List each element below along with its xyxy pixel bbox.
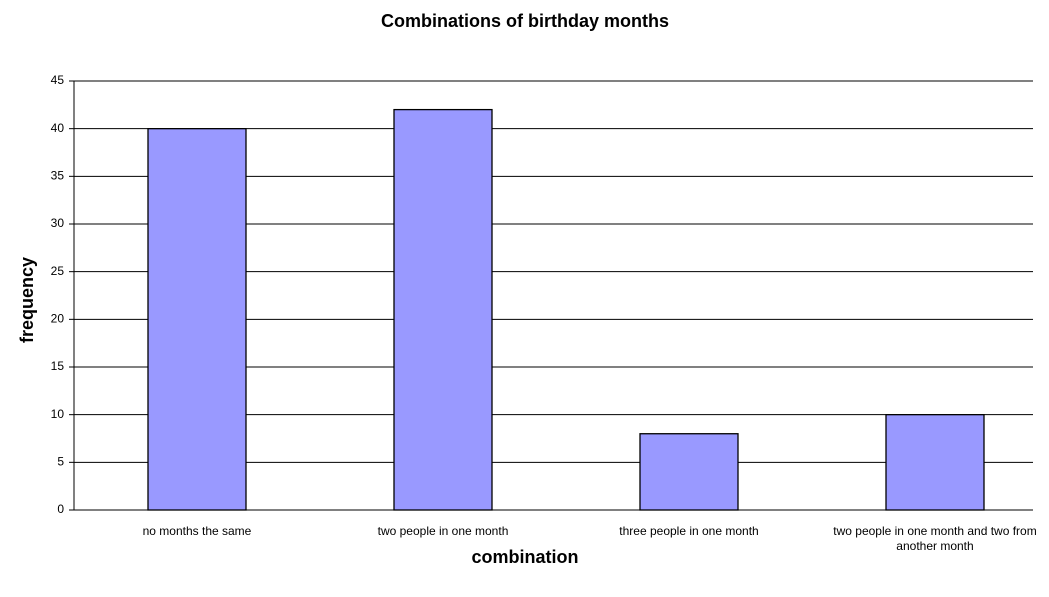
x-tick-label: three people in one month — [619, 524, 759, 538]
y-tick-label: 25 — [51, 264, 65, 278]
y-tick-label: 5 — [57, 455, 64, 469]
y-tick-label: 30 — [51, 216, 65, 230]
y-axis-label: frequency — [17, 257, 37, 343]
bar — [393, 108, 493, 511]
y-tick-label: 40 — [51, 121, 65, 135]
x-tick-label: no months the same — [142, 524, 252, 538]
chart-title: Combinations of birthday months — [381, 11, 669, 31]
bar — [885, 414, 985, 511]
x-tick-label: two people in one month — [377, 524, 509, 538]
y-tick-label: 15 — [51, 359, 65, 373]
y-tick-label: 45 — [51, 73, 65, 87]
y-tick-label: 0 — [57, 502, 64, 516]
x-tick-label: two people in one month and two from ano… — [833, 524, 1037, 553]
bar — [639, 433, 739, 511]
bar — [147, 128, 247, 511]
y-tick-label: 20 — [51, 312, 65, 326]
y-tick-label: 35 — [51, 169, 65, 183]
x-axis-label: combination — [472, 547, 579, 567]
y-tick-label: 10 — [51, 407, 65, 421]
